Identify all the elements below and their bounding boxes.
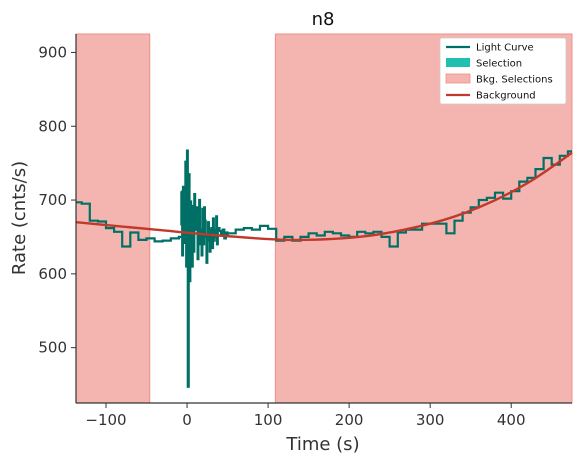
legend-label-background: Background	[476, 91, 536, 102]
legend-label-light-curve: Light Curve	[476, 43, 534, 54]
legend-label-bkg-selections: Bkg. Selections	[476, 75, 553, 86]
legend-swatch-selection	[446, 58, 470, 67]
background-curve	[75, 151, 573, 242]
x-tick-label: 200	[335, 411, 364, 429]
x-tick-label: 300	[416, 411, 445, 429]
light-curve-left	[76, 201, 185, 248]
bkg-selection-region-1	[75, 33, 151, 404]
light-curve-burst	[181, 149, 229, 388]
x-ticks: −100 0 100 200 300 400	[85, 403, 526, 429]
x-tick-label: 400	[497, 411, 526, 429]
x-axis-label: Time (s)	[285, 434, 359, 455]
light-curve-join-1	[180, 191, 183, 226]
y-tick-label: 800	[38, 117, 67, 135]
x-tick-label: −100	[85, 411, 126, 429]
y-tick-label: 700	[38, 191, 67, 209]
legend-swatch-bkg-selections	[445, 73, 471, 84]
x-tick-label: 0	[182, 411, 192, 429]
legend-label-selection: Selection	[476, 59, 522, 70]
y-tick-label: 900	[38, 43, 67, 61]
axes: −100 0 100 200 300 400 500 600 700 800 900	[38, 34, 572, 429]
y-tick-label: 600	[38, 265, 67, 283]
y-tick-label: 500	[38, 339, 67, 357]
background-curve-layer	[75, 151, 573, 242]
chart-title: n8	[312, 9, 335, 30]
legend: Light Curve Selection Bkg. Selections Ba…	[439, 37, 567, 105]
legend-box	[439, 37, 567, 105]
x-tick-label: 100	[254, 411, 283, 429]
y-axis-label: Rate (cnts/s)	[9, 161, 30, 275]
y-ticks: 500 600 700 800 900	[38, 43, 76, 357]
